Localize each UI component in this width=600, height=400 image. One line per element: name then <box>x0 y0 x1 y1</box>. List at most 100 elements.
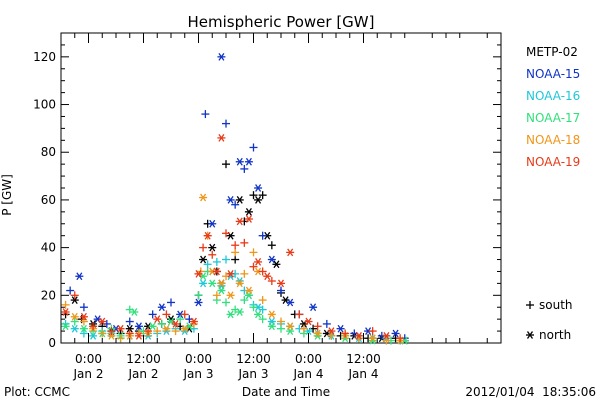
point-noaa-17-north <box>148 322 157 331</box>
point-noaa-17-south <box>194 291 203 300</box>
x-tick-date-label: Jan 2 <box>73 367 104 381</box>
point-noaa-15-north <box>208 219 217 228</box>
point-noaa-19-north <box>98 317 107 326</box>
point-noaa-15-north <box>336 324 345 333</box>
point-noaa-15-south <box>258 231 267 240</box>
point-noaa-17-south <box>249 303 258 312</box>
x-tick-date-label: Jan 4 <box>348 367 379 381</box>
point-noaa-16-south <box>79 329 88 338</box>
point-noaa-19-north <box>244 215 253 223</box>
point-noaa-15-north <box>309 303 318 312</box>
point-noaa-16-south <box>222 255 230 264</box>
point-metp-02-north <box>199 255 208 264</box>
point-noaa-19-north <box>194 269 203 278</box>
point-noaa-18-north <box>244 286 253 295</box>
point-noaa-19-south <box>341 329 350 338</box>
point-noaa-19-north <box>153 315 162 324</box>
point-noaa-19-south <box>199 243 208 252</box>
point-noaa-18-south <box>116 334 125 343</box>
point-noaa-19-south <box>267 277 276 285</box>
point-noaa-18-north <box>70 312 79 321</box>
legend-item-noaa-16: NOAA-16 <box>526 89 580 103</box>
point-noaa-17-north <box>267 322 276 331</box>
point-noaa-19-north <box>235 217 244 226</box>
point-noaa-19-north <box>116 324 125 333</box>
point-noaa-18-north <box>235 279 244 288</box>
point-noaa-18-south <box>153 327 162 336</box>
point-noaa-16-south <box>212 257 221 266</box>
point-noaa-19-north <box>171 320 180 328</box>
point-noaa-18-south <box>171 327 180 336</box>
point-noaa-19-north <box>382 331 391 340</box>
point-noaa-18-south <box>240 269 249 278</box>
point-noaa-18-south <box>98 329 107 338</box>
x-tick-date-label: Jan 2 <box>128 367 159 381</box>
point-noaa-17-north <box>79 324 88 333</box>
point-noaa-19-south <box>70 291 79 300</box>
point-metp-02-north <box>254 196 263 204</box>
legend-item-noaa-18: NOAA-18 <box>526 133 580 147</box>
x-axis-label: Date and Time <box>242 385 330 399</box>
point-noaa-17-north <box>130 308 139 316</box>
point-noaa-18-north <box>313 329 322 338</box>
x-tick-time-label: 12:00 <box>126 352 161 366</box>
point-metp-02-south <box>258 191 267 200</box>
point-noaa-17-north <box>244 291 253 300</box>
point-noaa-19-north <box>277 279 285 288</box>
point-noaa-19-north <box>354 331 363 340</box>
point-noaa-19-south <box>208 250 217 259</box>
point-noaa-17-north <box>235 308 244 316</box>
point-noaa-15-north <box>244 157 253 166</box>
point-noaa-19-north <box>134 331 143 340</box>
point-noaa-19-south <box>240 238 249 247</box>
point-metp-02-south <box>231 255 240 264</box>
point-noaa-19-north <box>304 317 313 326</box>
point-noaa-15-south <box>277 286 285 295</box>
marker-legend-north-symbol <box>526 331 534 339</box>
point-noaa-17-south <box>222 298 230 307</box>
x-tick-date-label: Jan 4 <box>293 367 324 381</box>
point-noaa-18-south <box>327 331 336 340</box>
point-noaa-19-north <box>212 267 221 276</box>
point-noaa-19-north <box>61 308 70 316</box>
point-noaa-18-north <box>180 324 189 333</box>
point-noaa-17-north <box>208 279 217 288</box>
legend: METP-02 NOAA-15 NOAA-16 NOAA-17 NOAA-18 NOAA-… <box>526 45 580 169</box>
point-noaa-15-north <box>217 52 226 61</box>
point-noaa-18-north <box>368 334 377 343</box>
point-noaa-19-north <box>79 312 88 321</box>
point-noaa-18-north <box>162 324 171 333</box>
point-noaa-18-north <box>267 310 276 319</box>
point-noaa-15-north <box>254 184 263 192</box>
point-noaa-19-south <box>107 327 116 336</box>
point-noaa-15-south <box>231 200 240 209</box>
marker-legend-north: north <box>539 328 571 342</box>
point-noaa-19-south <box>295 310 304 319</box>
point-noaa-19-south <box>231 241 240 250</box>
point-noaa-15-north <box>286 298 295 307</box>
legend-item-noaa-19: NOAA-19 <box>526 155 580 169</box>
point-noaa-15-south <box>249 143 258 152</box>
point-noaa-16-south <box>203 260 212 269</box>
x-tick-time-label: 0:00 <box>295 352 322 366</box>
x-tick-time-label: 0:00 <box>75 352 102 366</box>
point-noaa-15-north <box>226 196 235 204</box>
y-tick-label: 20 <box>41 288 56 302</box>
point-noaa-15-south <box>79 303 88 312</box>
point-noaa-19-north <box>327 327 336 335</box>
point-noaa-17-north <box>217 286 226 295</box>
point-noaa-19-south <box>162 310 171 319</box>
point-noaa-19-north <box>286 248 295 257</box>
point-noaa-19-south <box>180 310 189 319</box>
point-noaa-19-south <box>368 327 377 336</box>
footer-plot-credit: Plot: CCMC <box>4 385 70 399</box>
point-noaa-19-north <box>226 269 235 278</box>
point-noaa-18-south <box>231 248 240 257</box>
y-tick-label: 80 <box>41 145 56 159</box>
point-noaa-18-south <box>277 317 285 326</box>
point-noaa-15-south <box>125 317 134 326</box>
point-noaa-18-south <box>61 300 70 309</box>
point-noaa-19-north <box>203 231 212 240</box>
